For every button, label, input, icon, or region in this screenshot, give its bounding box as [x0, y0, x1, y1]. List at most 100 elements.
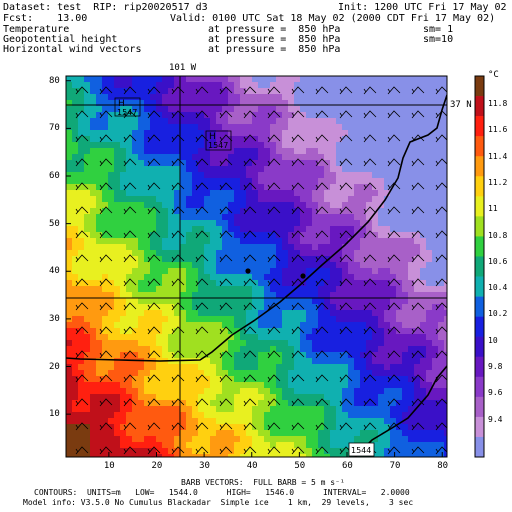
wind-barb: [99, 230, 113, 239]
wind-barb: [171, 110, 185, 119]
wind-barb: [315, 302, 329, 311]
colorbar-label: 11: [488, 204, 498, 214]
wind-barb: [339, 302, 353, 311]
wind-barb: [315, 446, 329, 455]
y-tick-label: 20: [49, 361, 60, 372]
wind-barb: [219, 206, 233, 215]
wind-barb: [195, 254, 209, 263]
wind-barb: [267, 86, 281, 95]
wind-barb: [171, 182, 185, 191]
wind-barb: [387, 158, 401, 167]
wind-barb: [339, 230, 353, 239]
wind-barb: [75, 158, 89, 167]
wind-barb: [291, 422, 305, 431]
wind-barb: [363, 422, 377, 431]
wind-barb: [339, 398, 353, 407]
wind-barb: [315, 86, 329, 95]
wind-barbs: [75, 86, 447, 455]
wind-barb: [171, 446, 185, 455]
wind-barb: [387, 278, 401, 287]
wind-barb: [363, 398, 377, 407]
wind-barb: [267, 110, 281, 119]
wind-barb: [267, 446, 281, 455]
wind-barb: [291, 302, 305, 311]
wind-barb: [147, 350, 161, 359]
y-tick-label: 10: [49, 409, 60, 420]
wind-barb: [435, 422, 447, 431]
wind-barb: [123, 374, 137, 383]
y-tick-label: 40: [49, 266, 60, 277]
wind-barb: [99, 374, 113, 383]
wind-barb: [171, 278, 185, 287]
wind-barb: [195, 110, 209, 119]
wind-barb: [99, 254, 113, 263]
wind-barb: [315, 326, 329, 335]
colorbar-label: 9.4: [488, 414, 503, 424]
wind-barb: [387, 350, 401, 359]
meridian-label: 101 W: [169, 63, 197, 73]
wind-barb: [315, 374, 329, 383]
wind-barb: [411, 446, 425, 455]
wind-barb: [363, 302, 377, 311]
state-border-southeast: [354, 365, 447, 457]
field-temperature: Temperature: [3, 24, 70, 35]
wind-barb: [99, 182, 113, 191]
wind-barb: [123, 326, 137, 335]
wind-barb: [411, 230, 425, 239]
wind-barb: [435, 350, 447, 359]
wind-barb: [435, 302, 447, 311]
wind-barb: [267, 350, 281, 359]
wind-barb: [363, 182, 377, 191]
wind-barb: [243, 230, 257, 239]
height-low-label: 1544: [348, 442, 375, 457]
wind-barb: [195, 350, 209, 359]
wind-barb: [75, 182, 89, 191]
wind-barb: [387, 326, 401, 335]
wind-barb: [219, 446, 233, 455]
svg-text:H: H: [209, 132, 216, 142]
contour-info: CONTOURS: UNITS=m LOW= 1544.0 HIGH= 1546…: [34, 488, 410, 497]
city-marker: [245, 268, 251, 274]
wind-barb: [75, 422, 89, 431]
wind-barb: [99, 326, 113, 335]
colorbar-swatch: [475, 256, 484, 277]
temperature-field: [66, 76, 447, 457]
wind-barb: [195, 182, 209, 191]
wind-barb: [435, 134, 447, 143]
wind-barb: [339, 254, 353, 263]
colorbar-swatch: [475, 216, 484, 237]
wind-barb: [339, 134, 353, 143]
wind-barb: [267, 302, 281, 311]
wind-barb: [75, 134, 89, 143]
wind-barb: [363, 158, 377, 167]
wind-barb: [411, 206, 425, 215]
state-border-south: [66, 94, 447, 362]
valid-time: Valid: 0100 UTC Sat 18 May 02 (2000 CDT …: [170, 13, 496, 24]
height-high-label-1: H 1547: [114, 97, 141, 117]
wind-barb: [339, 350, 353, 359]
y-tick-label: 70: [49, 123, 60, 134]
wind-barb: [339, 86, 353, 95]
svg-text:1547: 1547: [117, 108, 137, 117]
wind-barb: [315, 182, 329, 191]
wind-barb: [411, 158, 425, 167]
wind-barb: [171, 134, 185, 143]
wind-barb: [435, 278, 447, 287]
wind-barb: [291, 254, 305, 263]
wind-barb: [387, 374, 401, 383]
height-high-label-2: H 1547: [205, 130, 232, 151]
wind-barb: [315, 422, 329, 431]
wind-barb: [267, 422, 281, 431]
x-tick-label: 80: [437, 461, 449, 471]
colorbar-swatch: [475, 156, 484, 177]
wind-barb: [75, 374, 89, 383]
pressure-wind: at pressure = 850 hPa: [208, 44, 341, 55]
wind-barb: [435, 158, 447, 167]
wind-barb: [147, 230, 161, 239]
x-tick-label: 40: [246, 461, 258, 471]
wind-barb: [219, 326, 233, 335]
wind-barb: [387, 86, 401, 95]
wind-barb: [363, 230, 377, 239]
wind-barb: [195, 206, 209, 215]
wind-barb: [411, 86, 425, 95]
